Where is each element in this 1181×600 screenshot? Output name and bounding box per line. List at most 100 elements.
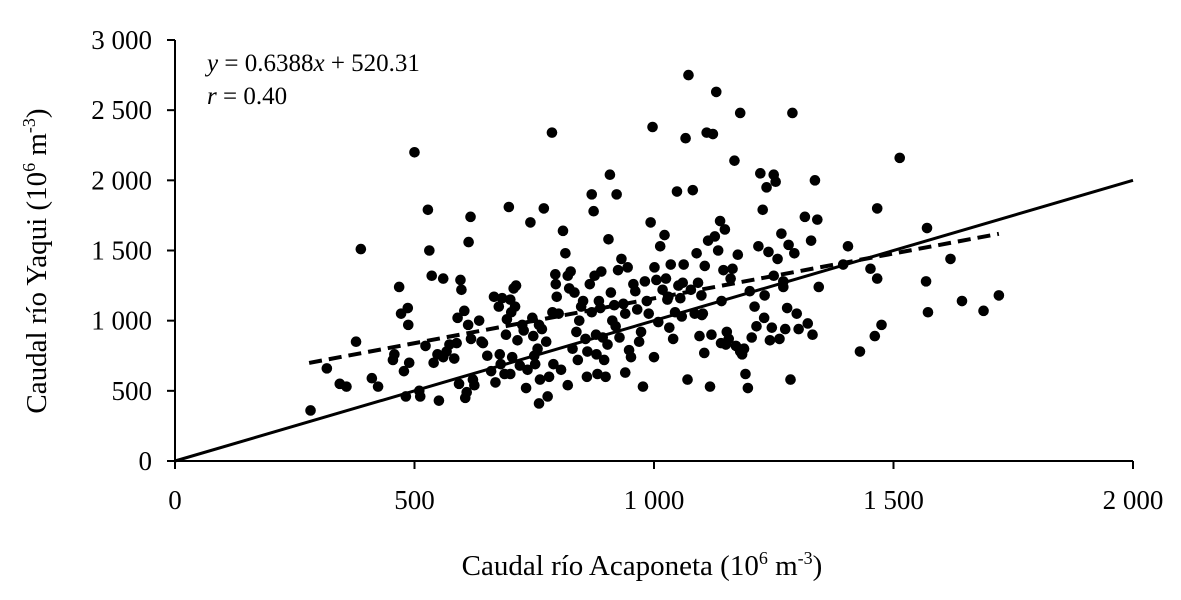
data-point <box>505 368 516 380</box>
data-point <box>567 343 578 355</box>
data-point <box>625 351 637 363</box>
data-point <box>422 204 434 216</box>
data-point <box>372 381 384 392</box>
data-point <box>799 211 811 223</box>
data-point <box>482 350 493 362</box>
data-point <box>573 315 585 326</box>
data-point <box>451 337 462 349</box>
data-point <box>653 316 664 328</box>
data-point <box>608 299 620 311</box>
data-point <box>542 391 553 402</box>
data-point <box>813 281 825 293</box>
data-point <box>420 340 431 352</box>
data-point <box>659 229 670 241</box>
y-tick-label: 0 <box>139 446 153 476</box>
data-point <box>534 374 546 385</box>
data-point <box>393 281 405 293</box>
data-point <box>680 132 691 144</box>
data-point <box>707 128 719 140</box>
data-point <box>763 246 774 258</box>
data-point <box>678 259 689 270</box>
data-point <box>488 291 500 303</box>
data-point <box>586 189 598 200</box>
data-point <box>749 301 760 312</box>
data-point <box>761 182 772 193</box>
data-point <box>692 277 704 289</box>
data-point <box>648 351 660 363</box>
data-point <box>740 368 751 380</box>
data-point <box>402 319 414 331</box>
data-point <box>945 253 956 265</box>
data-point <box>716 295 727 307</box>
data-point <box>744 285 756 297</box>
data-point <box>355 243 367 255</box>
data-point <box>588 205 599 217</box>
data-point <box>485 365 497 377</box>
data-point <box>453 378 465 390</box>
y-axis-ticks: 0 500 1 000 1 500 2 000 2 500 3 000 <box>91 25 175 476</box>
data-point <box>437 351 449 363</box>
data-point <box>753 240 764 252</box>
data-point <box>710 86 722 98</box>
data-point <box>520 382 532 394</box>
data-point <box>522 364 533 376</box>
x-tick-label: 1 000 <box>624 485 685 515</box>
data-point <box>538 203 550 214</box>
data-point <box>785 374 796 385</box>
data-point <box>755 168 766 179</box>
data-point <box>533 398 545 409</box>
data-point <box>637 381 649 392</box>
data-point <box>719 224 731 235</box>
data-point <box>525 217 536 228</box>
y-tick-label: 2 000 <box>91 165 152 195</box>
y-axis-title: Caudal río Yaqui (106 m-3) <box>19 108 53 413</box>
x-tick-label: 1 500 <box>863 485 924 515</box>
data-point <box>768 270 780 282</box>
data-point <box>677 277 689 289</box>
data-point <box>600 371 611 383</box>
data-point <box>704 381 716 392</box>
data-point <box>610 320 621 332</box>
data-point <box>305 405 316 416</box>
data-point <box>682 374 693 385</box>
data-point <box>770 176 781 188</box>
data-point <box>956 295 968 307</box>
data-point <box>341 381 352 392</box>
data-point <box>402 302 414 314</box>
data-point <box>618 298 629 310</box>
data-point <box>696 290 707 301</box>
data-point <box>512 335 523 346</box>
data-point <box>469 379 480 391</box>
data-point <box>772 253 783 265</box>
data-point <box>400 391 412 402</box>
data-point <box>591 349 602 360</box>
data-point <box>842 240 854 252</box>
data-point <box>398 365 410 377</box>
data-point <box>533 319 545 331</box>
data-point <box>871 203 883 214</box>
data-point <box>551 291 563 303</box>
data-point <box>781 302 793 314</box>
data-point <box>643 308 655 319</box>
x-tick-label: 0 <box>168 485 182 515</box>
data-point <box>734 346 746 357</box>
data-point <box>562 379 574 391</box>
data-point <box>699 260 711 272</box>
data-point <box>649 262 660 273</box>
data-point <box>582 346 593 357</box>
data-point <box>494 349 506 360</box>
data-point <box>557 225 569 237</box>
data-point <box>577 295 589 307</box>
data-point <box>635 326 647 338</box>
x-tick-label: 500 <box>394 485 435 515</box>
data-point <box>654 240 666 252</box>
y-tick-label: 1 000 <box>91 306 152 336</box>
y-tick-label: 3 000 <box>91 25 152 55</box>
data-point <box>727 263 738 275</box>
data-point <box>619 367 631 378</box>
data-point <box>641 295 653 307</box>
data-point <box>604 169 616 181</box>
data-point <box>619 308 631 319</box>
data-point <box>584 278 596 290</box>
